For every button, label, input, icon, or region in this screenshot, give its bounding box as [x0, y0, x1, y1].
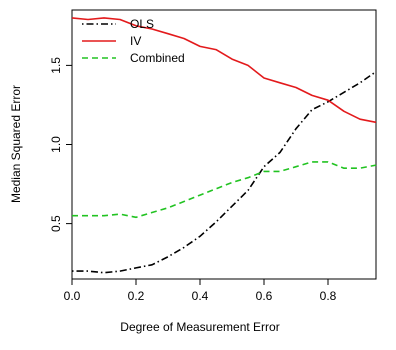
legend-label-combined: Combined — [130, 51, 185, 65]
x-tick-label: 0.6 — [256, 289, 273, 303]
legend: OLS IV Combined — [82, 17, 185, 65]
plot-frame — [71, 9, 377, 280]
series-line-iv — [71, 17, 377, 124]
series-line-ols — [72, 71, 377, 274]
x-tick-label: 0.0 — [64, 289, 81, 303]
x-axis: 0.0 0.2 0.4 0.6 0.8 — [64, 279, 337, 303]
y-axis: 0.5 1.0 1.5 — [49, 57, 72, 232]
x-axis-label: Degree of Measurement Error — [120, 320, 279, 334]
y-tick-label: 0.5 — [49, 215, 63, 232]
y-tick-label: 1.5 — [49, 57, 63, 74]
legend-label-iv: IV — [130, 34, 141, 48]
series-line-combined — [72, 161, 377, 219]
y-axis-label: Median Squared Error — [9, 85, 23, 203]
x-tick-label: 0.2 — [128, 289, 145, 303]
x-tick-label: 0.4 — [192, 289, 209, 303]
y-tick-label: 1.0 — [49, 136, 63, 153]
series-layer — [71, 17, 377, 274]
x-tick-label: 0.8 — [320, 289, 337, 303]
legend-label-ols: OLS — [130, 17, 154, 31]
